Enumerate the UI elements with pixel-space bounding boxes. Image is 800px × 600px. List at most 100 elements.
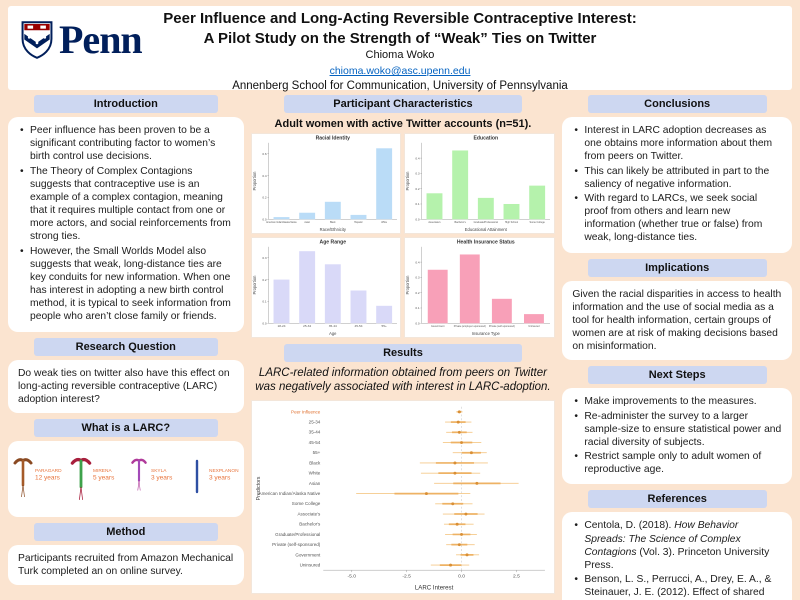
svg-text:Proportion: Proportion	[405, 275, 410, 295]
section-header-results: Results	[284, 344, 522, 362]
reference-item: Centola, D. (2018). How Behavior Spreads…	[572, 519, 782, 572]
method-text: Participants recruited from Amazon Mecha…	[18, 553, 234, 578]
svg-text:Associate's: Associate's	[297, 511, 321, 516]
svg-text:Education: Education	[474, 135, 499, 141]
penn-shield-icon	[21, 21, 53, 59]
left-column: Introduction Peer influence has been pro…	[8, 95, 244, 594]
svg-text:0.2: 0.2	[262, 278, 267, 282]
bullet-item: However, the Small Worlds Model also sug…	[18, 245, 234, 324]
bar-chart-svg: Age Range 0.0 0.1 0.2 0.3 18-24 25-34 35-44 45-5…	[252, 239, 397, 336]
svg-text:Government: Government	[431, 325, 445, 328]
bullet-item: Make improvements to the measures.	[572, 395, 782, 408]
svg-text:5 years: 5 years	[93, 475, 115, 482]
svg-text:Hispanic: Hispanic	[354, 222, 364, 224]
svg-text:0.3: 0.3	[262, 256, 267, 260]
svg-text:Peer Influence: Peer Influence	[291, 409, 321, 414]
svg-text:45-54: 45-54	[308, 440, 320, 445]
svg-text:Graduate/Professional: Graduate/Professional	[474, 221, 499, 224]
svg-text:0.3: 0.3	[416, 276, 421, 280]
participants-subtitle: Adult women with active Twitter accounts…	[274, 118, 532, 130]
svg-text:Health Insurance Status: Health Insurance Status	[457, 239, 515, 245]
section-header-implications: Implications	[587, 258, 767, 277]
svg-text:35-44: 35-44	[308, 430, 320, 435]
email-link[interactable]: chioma.woko@asc.upenn.edu	[329, 65, 471, 77]
section-header-introduction: Introduction	[33, 95, 218, 113]
forest-plot: Peer Influence 25-34 35-44 45-54 55+ Black Whi…	[250, 399, 556, 594]
method-card: Participants recruited from Amazon Mecha…	[8, 545, 244, 586]
svg-text:0.2: 0.2	[416, 291, 421, 295]
section-header-next-steps: Next Steps	[587, 366, 767, 385]
svg-text:25-34: 25-34	[308, 419, 320, 424]
demographics-charts: Racial Identity 0.0 0.2 0.4 0.6 American Indi…	[250, 133, 556, 338]
conclusions-bullets: Interest in LARC adoption decreases as o…	[572, 124, 782, 245]
svg-text:Bachelor's: Bachelor's	[455, 221, 467, 224]
svg-text:Black: Black	[309, 460, 321, 465]
svg-text:0.4: 0.4	[416, 156, 421, 160]
svg-text:Bachelor's: Bachelor's	[299, 521, 321, 526]
next-steps-card: Make improvements to the measures. Re-adm…	[562, 388, 792, 485]
middle-column: Participant Characteristics Adult women …	[250, 95, 556, 594]
section-header-method: Method	[33, 523, 218, 542]
section-header-research-question: Research Question	[33, 337, 218, 356]
implications-card: Given the racial disparities in access t…	[562, 280, 792, 361]
svg-text:25-34: 25-34	[303, 324, 311, 328]
bullet-item: The Theory of Complex Contagions suggest…	[18, 165, 234, 244]
svg-text:Proportion: Proportion	[252, 275, 257, 295]
svg-text:0.2: 0.2	[416, 187, 421, 191]
svg-text:Some College: Some College	[291, 501, 320, 506]
svg-text:Private (self-sponsored): Private (self-sponsored)	[272, 542, 321, 547]
svg-text:Associate's: Associate's	[429, 221, 442, 224]
reference-item: Benson, L. S., Perrucci, A., Drey, E. A.…	[572, 573, 782, 600]
svg-text:0.0: 0.0	[416, 321, 421, 325]
svg-text:0.4: 0.4	[416, 260, 421, 264]
introduction-card: Peer influence has been proven to be a s…	[8, 117, 244, 332]
svg-text:White: White	[308, 470, 320, 475]
svg-text:Age Range: Age Range	[319, 239, 346, 245]
svg-text:0.2: 0.2	[262, 196, 267, 200]
poster-header: Penn Peer Influence and Long-Acting Reve…	[8, 6, 792, 92]
references-list: Centola, D. (2018). How Behavior Spreads…	[572, 519, 782, 600]
bullet-item: Interest in LARC adoption decreases as o…	[572, 124, 782, 164]
bullet-item: Restrict sample only to adult women of r…	[572, 450, 782, 476]
svg-text:NEXPLANON: NEXPLANON	[209, 468, 239, 474]
author-name: Chioma Woko	[365, 49, 435, 61]
svg-text:Predictors: Predictors	[255, 476, 261, 500]
penn-wordmark: Penn	[59, 17, 143, 62]
svg-text:SKYLA: SKYLA	[151, 468, 167, 474]
svg-text:3 years: 3 years	[209, 475, 231, 482]
svg-text:55+: 55+	[312, 450, 320, 455]
svg-text:PARAGARD: PARAGARD	[35, 468, 62, 474]
svg-text:0.0: 0.0	[262, 321, 267, 325]
svg-text:0.1: 0.1	[416, 202, 421, 206]
title-block: Peer Influence and Long-Acting Reversibl…	[8, 6, 792, 92]
forest-plot-svg: Peer Influence 25-34 35-44 45-54 55+ Black Whi…	[255, 406, 545, 591]
right-column: Conclusions Interest in LARC adoption de…	[562, 95, 792, 600]
svg-text:-2.5: -2.5	[402, 573, 411, 579]
chart-education: Education 0.0 0.1 0.2 0.3 0.4 Associate's Bache…	[404, 133, 556, 234]
svg-text:0.6: 0.6	[262, 152, 267, 156]
bar-chart-svg: Health Insurance Status 0.0 0.1 0.2 0.3 0.4 Go…	[405, 239, 551, 336]
svg-text:Age: Age	[329, 331, 337, 336]
bar-chart-svg: Racial Identity 0.0 0.2 0.4 0.6 American Indi…	[252, 135, 397, 232]
svg-text:Uninsured: Uninsured	[529, 325, 541, 328]
section-header-what-is-larc: What is a LARC?	[33, 419, 218, 438]
svg-text:American Indian/Alaska Native: American Indian/Alaska Native	[266, 221, 297, 224]
affiliation: Annenberg School for Communication, Univ…	[232, 80, 568, 92]
svg-text:0.1: 0.1	[262, 300, 267, 304]
svg-text:0.1: 0.1	[416, 306, 421, 310]
section-header-participant-characteristics: Participant Characteristics	[284, 95, 522, 113]
poster-title-line2: A Pilot Study on the Strength of “Weak” …	[203, 29, 597, 47]
poster-title-line1: Peer Influence and Long-Acting Reversibl…	[163, 10, 637, 27]
research-question-card: Do weak ties on twitter also have this e…	[8, 359, 244, 414]
svg-text:55+: 55+	[381, 324, 386, 328]
svg-text:Racial Identity: Racial Identity	[315, 135, 350, 141]
research-question-text: Do weak ties on twitter also have this e…	[18, 367, 230, 405]
svg-text:Government: Government	[295, 552, 321, 557]
bullet-item: Re-administer the survey to a larger sam…	[572, 410, 782, 450]
bullet-item: Peer influence has been proven to be a s…	[18, 124, 234, 164]
svg-text:0.0: 0.0	[262, 217, 267, 221]
